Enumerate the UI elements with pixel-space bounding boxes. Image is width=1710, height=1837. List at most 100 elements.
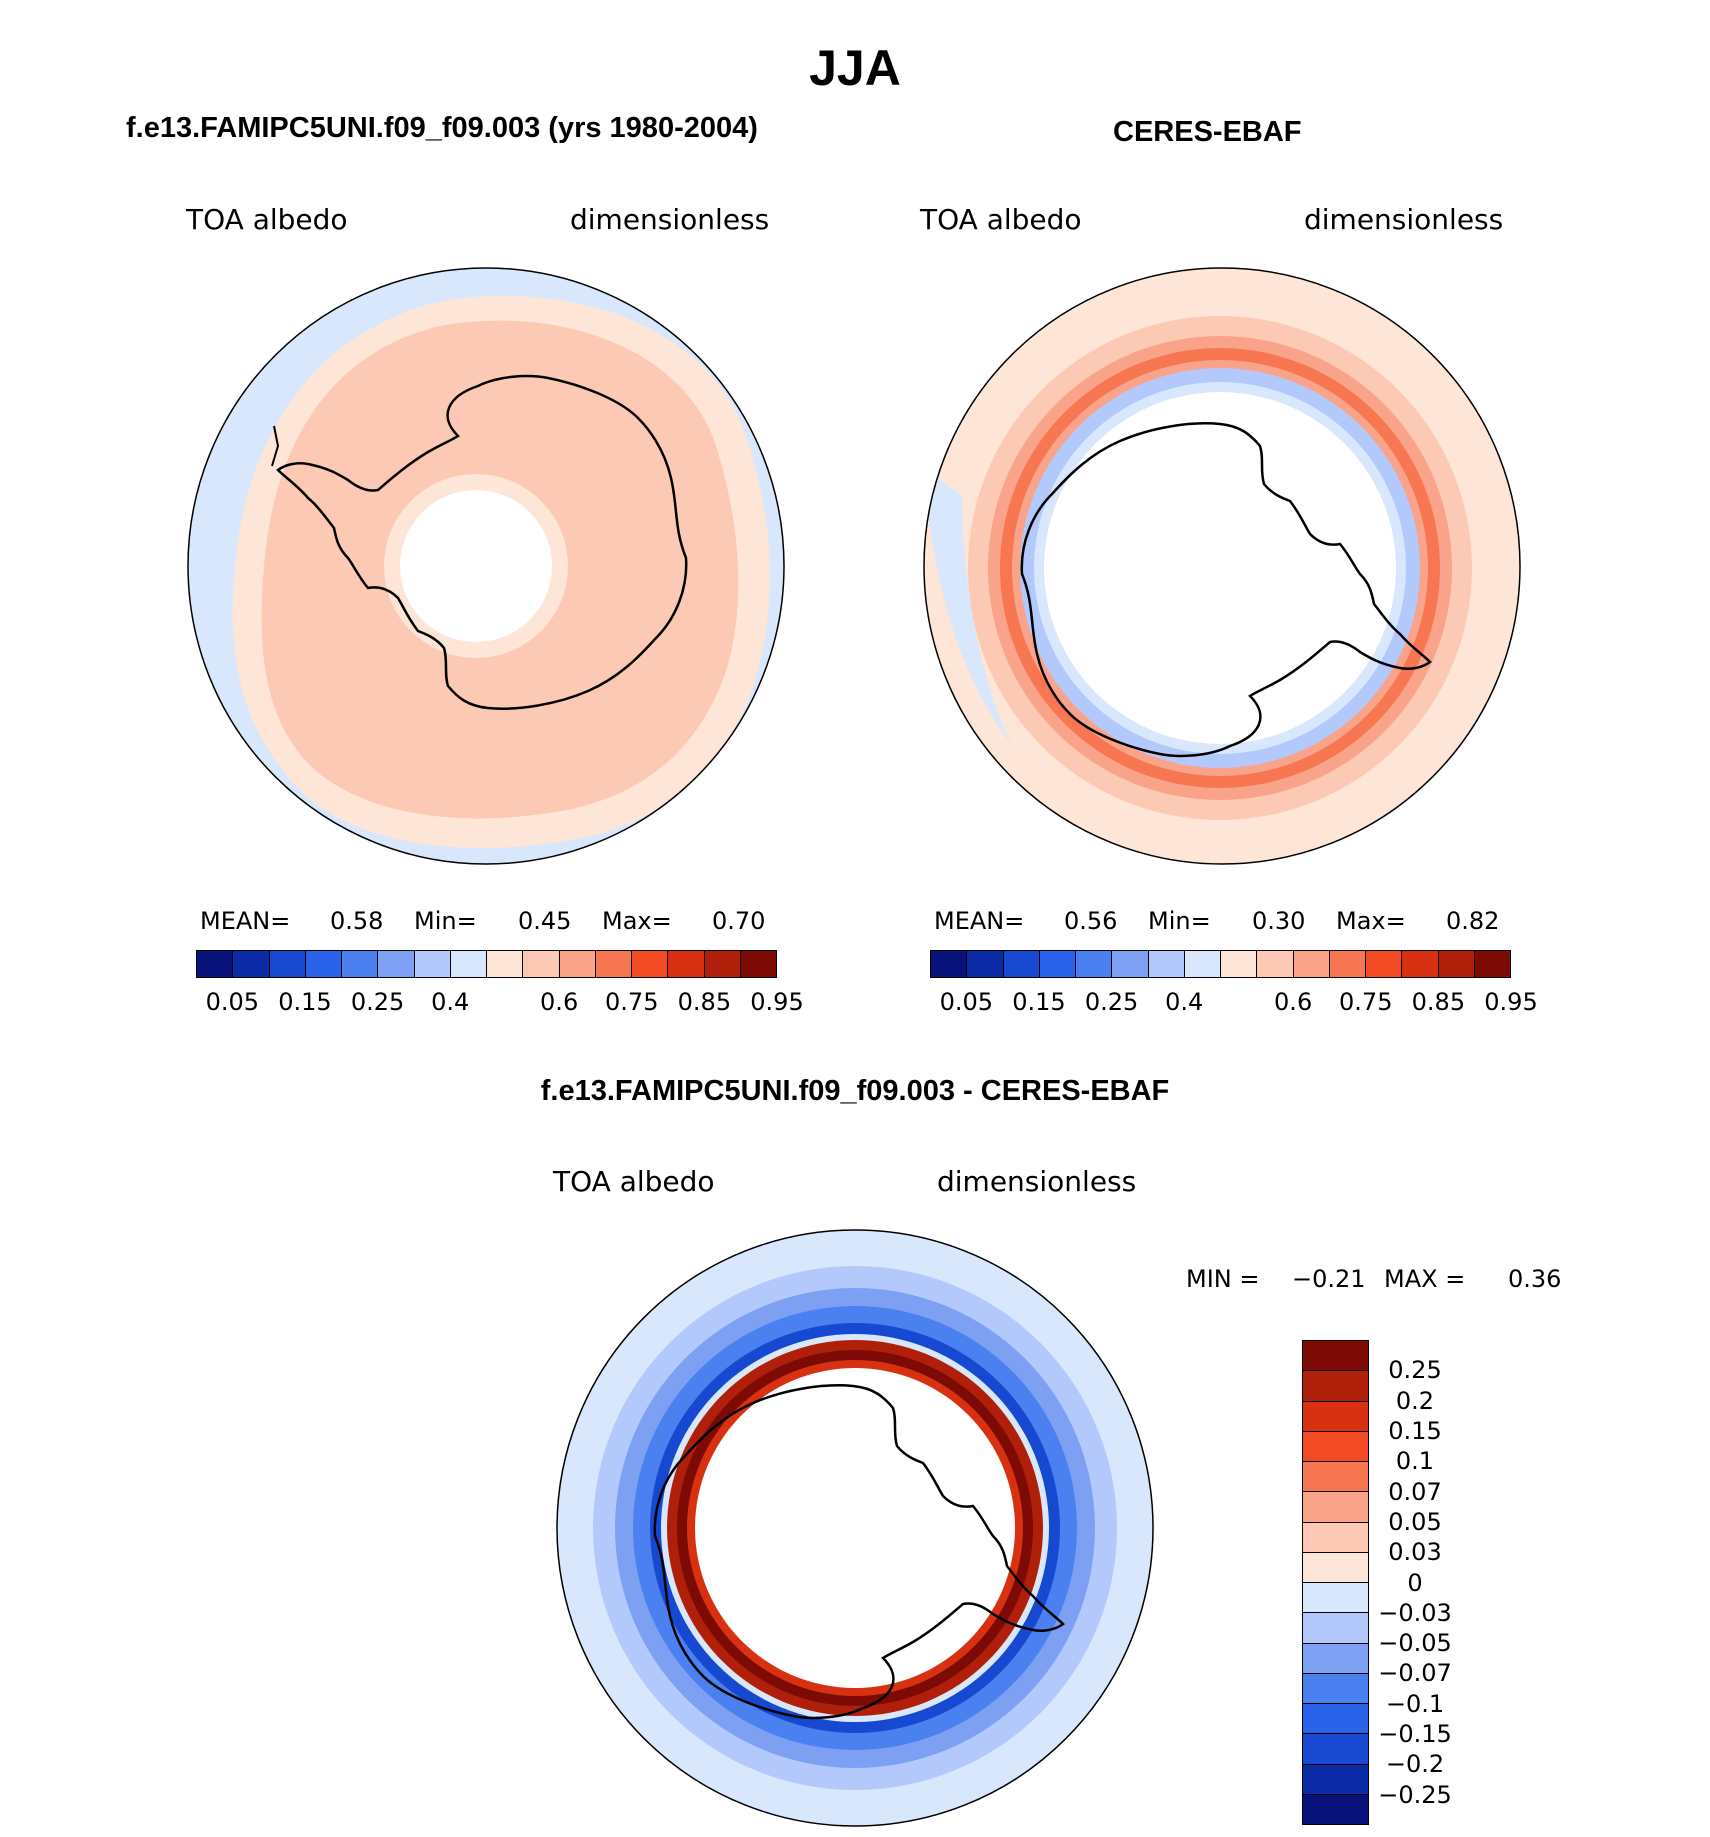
model-min-value: 0.45 [518,907,572,935]
obs-mean-label: MEAN= [934,907,1025,935]
colorbar-tick-label: 0.15 [1012,988,1066,1016]
diff-colorbar-swatch [1303,1613,1368,1644]
diff-colorbar-swatch [1303,1583,1368,1614]
model-mean-label: MEAN= [200,907,291,935]
colorbar-tick-label: 0.05 [205,988,260,1016]
model-colorbar [196,950,777,978]
diff-units-label: dimensionless [937,1165,1137,1198]
obs-colorbar-swatch [1438,951,1475,977]
diff-colorbar-swatch [1303,1341,1368,1372]
obs-polar-map [923,267,1521,865]
obs-colorbar-swatch [967,951,1004,977]
diff-colorbar-swatch [1303,1431,1368,1462]
obs-max-label: Max= [1336,907,1406,935]
colorbar-tick-label: 0 [1407,1568,1423,1597]
diff-colorbar-swatch [1303,1673,1368,1704]
model-colorbar-swatch [487,951,524,977]
colorbar-tick-label: 0.75 [1339,988,1393,1016]
diff-colorbar [1302,1340,1369,1825]
obs-units-label: dimensionless [1304,203,1504,236]
colorbar-tick-label: 0.15 [278,988,332,1016]
diff-colorbar-swatch [1303,1704,1368,1735]
model-colorbar-swatch [740,951,776,977]
obs-colorbar-swatch [1329,951,1366,977]
obs-colorbar-swatch [931,951,968,977]
model-max-label: Max= [602,907,672,935]
model-antarctica-coastline [276,374,688,710]
colorbar-tick-label: −0.25 [1378,1780,1452,1809]
obs-colorbar-swatch [1474,951,1510,977]
obs-mean-value: 0.56 [1064,907,1118,935]
model-colorbar-swatch [450,951,487,977]
diff-max-value: 0.36 [1508,1265,1562,1293]
colorbar-tick-label: 0.07 [1388,1477,1442,1506]
obs-colorbar-ticks: 0.05 0.15 0.25 0.4 0.6 0.75 0.85 0.95 [930,988,1538,1018]
obs-colorbar-swatch [1184,951,1221,977]
model-colorbar-swatch [595,951,632,977]
model-colorbar-swatch [269,951,306,977]
model-colorbar-swatch [197,951,234,977]
model-units-label: dimensionless [570,203,770,236]
obs-colorbar-swatch [1148,951,1185,977]
obs-min-label: Min= [1148,907,1211,935]
model-colorbar-ticks: 0.05 0.15 0.25 0.4 0.6 0.75 0.85 0.95 [196,988,804,1018]
diff-min-label: MIN = [1186,1265,1260,1293]
model-colorbar-swatch [414,951,451,977]
model-colorbar-swatch [378,951,415,977]
colorbar-tick-label: 0.15 [1388,1416,1442,1445]
model-colorbar-swatch [559,951,596,977]
obs-colorbar-swatch [1366,951,1403,977]
colorbar-tick-label: 0.85 [1411,988,1466,1016]
obs-panel-title: CERES-EBAF [1113,116,1302,148]
obs-colorbar-swatch [1257,951,1294,977]
diff-colorbar-ticks: 0.25 0.2 0.15 0.1 0.07 0.05 0.03 0 −0.03 −0.05 −0.… [1370,1340,1460,1825]
model-polar-map [187,267,785,865]
colorbar-tick-label: 0.05 [1388,1507,1442,1536]
obs-colorbar-swatch [1402,951,1439,977]
diff-colorbar-swatch [1303,1522,1368,1553]
diff-colorbar-swatch [1303,1643,1368,1674]
model-colorbar-swatch [523,951,560,977]
model-min-label: Min= [414,907,477,935]
model-max-value: 0.70 [712,907,766,935]
diff-colorbar-swatch [1303,1734,1368,1765]
diff-variable-label: TOA albedo [553,1165,715,1198]
model-colorbar-swatch [668,951,705,977]
colorbar-tick-label: 0.25 [350,988,405,1016]
diff-colorbar-swatch [1303,1552,1368,1583]
obs-colorbar-swatch [1039,951,1076,977]
obs-max-value: 0.82 [1446,907,1500,935]
diff-antarctica-coastline [653,1384,1065,1720]
colorbar-tick-label: 0.6 [540,988,579,1016]
obs-map-border [923,267,1521,865]
diff-min-value: −0.21 [1292,1265,1366,1293]
colorbar-tick-label: −0.1 [1385,1689,1445,1718]
diff-max-label: MAX = [1384,1265,1466,1293]
colorbar-tick-label: 0.2 [1395,1386,1435,1415]
diff-colorbar-swatch [1303,1764,1368,1795]
colorbar-tick-label: −0.07 [1378,1659,1452,1688]
colorbar-tick-label: 0.75 [605,988,659,1016]
colorbar-tick-label: 0.85 [677,988,732,1016]
colorbar-tick-label: −0.2 [1385,1750,1445,1779]
obs-colorbar-swatch [1003,951,1040,977]
colorbar-tick-label: 0.95 [1484,988,1538,1016]
model-colorbar-swatch [632,951,669,977]
colorbar-tick-label: 0.6 [1274,988,1313,1016]
diff-colorbar-swatch [1303,1794,1368,1824]
colorbar-tick-label: 0.25 [1388,1356,1442,1385]
colorbar-tick-label: 0.95 [750,988,804,1016]
model-mean-value: 0.58 [330,907,384,935]
colorbar-tick-label: 0.03 [1388,1538,1442,1567]
colorbar-tick-label: 0.1 [1395,1447,1435,1476]
model-colorbar-swatch [704,951,741,977]
obs-antarctica-coastline [1020,422,1432,758]
obs-colorbar [930,950,1511,978]
colorbar-tick-label: 0.4 [431,988,470,1016]
diff-colorbar-swatch [1303,1371,1368,1402]
colorbar-tick-label: −0.15 [1378,1720,1452,1749]
diff-colorbar-swatch [1303,1401,1368,1432]
obs-colorbar-swatch [1221,951,1258,977]
obs-colorbar-swatch [1293,951,1330,977]
diff-polar-map [556,1229,1154,1827]
